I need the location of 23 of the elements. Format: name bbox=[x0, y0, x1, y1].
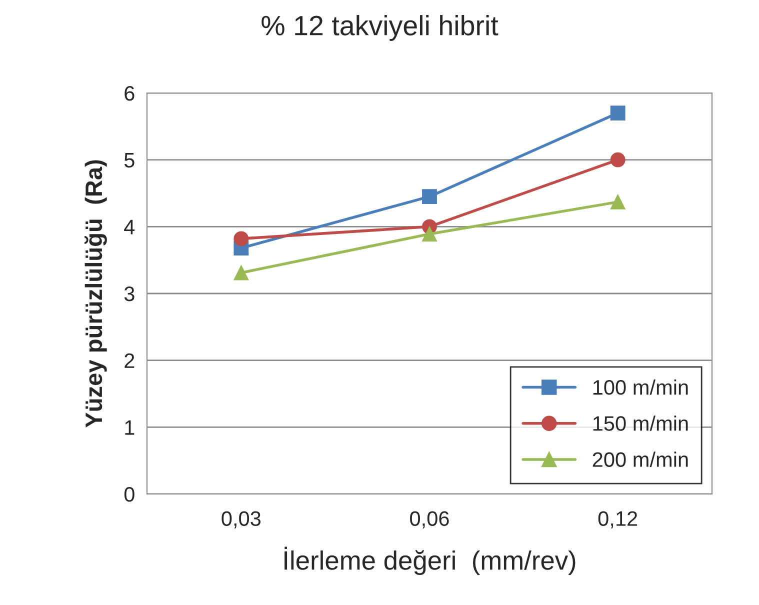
chart-title: % 12 takviyeli hibrit bbox=[262, 15, 498, 41]
legend-label: 200 m/min bbox=[592, 452, 688, 467]
point bbox=[422, 189, 437, 204]
point bbox=[610, 106, 626, 121]
y-tick-label: 6 bbox=[124, 86, 134, 101]
x-axis-title: İlerleme değeri (mm/rev) bbox=[284, 546, 576, 576]
point bbox=[234, 265, 249, 280]
point bbox=[422, 226, 437, 242]
point bbox=[610, 152, 626, 168]
x-tick-label: 0,03 bbox=[222, 511, 261, 528]
legend-label: 100 m/min bbox=[593, 379, 688, 395]
legend-label: 150 m/min bbox=[593, 416, 688, 431]
point bbox=[234, 231, 249, 246]
y-tick-label: 0 bbox=[124, 487, 134, 502]
y-tick-label: 5 bbox=[124, 153, 134, 168]
point bbox=[610, 194, 626, 210]
y-axis-title: Yüzey pürüzlülüğü (Ra) bbox=[84, 160, 107, 428]
x-tick-label: 0,12 bbox=[598, 511, 638, 528]
y-tick-label: 4 bbox=[124, 220, 135, 234]
y-tick-label: 2 bbox=[124, 353, 134, 368]
y-tick-label: 1 bbox=[125, 420, 134, 435]
y-tick-label: 3 bbox=[124, 286, 134, 302]
x-tick-label: 0,06 bbox=[410, 511, 449, 528]
